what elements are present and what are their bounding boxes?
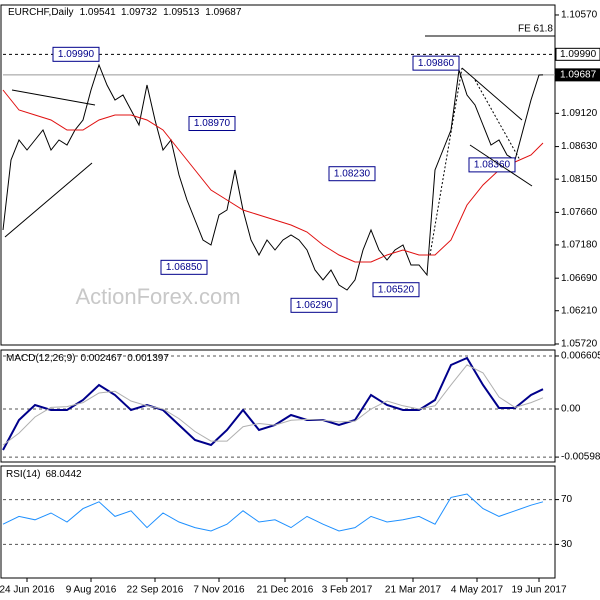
y-tick-label: 0.00 bbox=[561, 404, 581, 415]
x-tick-label: 22 Sep 2016 bbox=[127, 585, 184, 596]
ohlc-value: 1.09541 bbox=[80, 7, 117, 18]
y-tick-label: 30 bbox=[561, 539, 573, 550]
trendline bbox=[4, 162, 93, 238]
trendline bbox=[469, 144, 533, 187]
annotation-box bbox=[372, 282, 420, 298]
series-line bbox=[2, 63, 544, 291]
annotation-box bbox=[188, 116, 236, 132]
x-tick-label: 4 May 2017 bbox=[451, 585, 504, 596]
series-line bbox=[2, 493, 544, 532]
panel-title: EURCHF,Daily 1.09541 1.09732 1.09513 1.09687 bbox=[8, 7, 242, 18]
indicator-value: 0.002467 bbox=[80, 353, 122, 364]
y-tick-label: 1.10570 bbox=[561, 10, 598, 21]
annotation-label: 1.09990 bbox=[58, 49, 95, 60]
panel-frame bbox=[0, 349, 556, 463]
annotation-box bbox=[328, 166, 376, 182]
ohlc-value: 1.09513 bbox=[163, 7, 200, 18]
annotation-label: 1.06290 bbox=[296, 300, 333, 311]
price-level-box bbox=[555, 47, 600, 61]
annotation-box bbox=[468, 157, 516, 173]
annotation-label: 1.08360 bbox=[474, 160, 511, 171]
y-tick-label: 70 bbox=[561, 494, 573, 505]
ohlc-value: 1.09732 bbox=[121, 7, 158, 18]
y-tick-label: 1.06210 bbox=[561, 305, 598, 316]
fe-label: FE 61.8 bbox=[518, 24, 553, 35]
y-tick-label: 0.006605 bbox=[561, 351, 600, 362]
x-tick-label: 21 Mar 2017 bbox=[385, 585, 442, 596]
panel-title: MACD(12,26,9) 0.002467 0.001397 bbox=[6, 353, 169, 364]
series-line bbox=[2, 89, 544, 263]
ohlc-value: 1.09687 bbox=[205, 7, 242, 18]
indicator-value: 68.0442 bbox=[45, 469, 82, 480]
indicator-value: 0.001397 bbox=[127, 353, 169, 364]
trendline bbox=[461, 67, 523, 121]
y-tick-label: 1.09120 bbox=[561, 108, 598, 119]
y-tick-label: 1.07180 bbox=[561, 240, 598, 251]
x-tick-label: 21 Dec 2016 bbox=[257, 585, 314, 596]
x-tick-label: 19 Jun 2017 bbox=[511, 585, 566, 596]
symbol: EURCHF,Daily bbox=[8, 7, 74, 18]
y-tick-label: 1.05720 bbox=[561, 339, 598, 350]
watermark: ActionForex.com bbox=[75, 284, 240, 309]
price-level-box bbox=[555, 68, 600, 82]
x-tick-label: 3 Feb 2017 bbox=[322, 585, 373, 596]
trendlines bbox=[4, 67, 533, 256]
panel-frame bbox=[0, 4, 556, 346]
y-tick-label: 1.08150 bbox=[561, 174, 598, 185]
annotation-box bbox=[160, 259, 208, 275]
y-tick-label: -0.005988 bbox=[561, 452, 600, 463]
x-tick-label: 7 Nov 2016 bbox=[193, 585, 245, 596]
trendline bbox=[11, 89, 96, 106]
y-tick-label: 1.08630 bbox=[561, 141, 598, 152]
annotation-label: 1.09860 bbox=[418, 58, 455, 69]
panel-frame bbox=[0, 465, 556, 579]
indicator-name: MACD(12,26,9) bbox=[6, 353, 75, 364]
indicator-name: RSI(14) bbox=[6, 469, 40, 480]
annotation-label: 1.08970 bbox=[194, 118, 231, 129]
series-line bbox=[2, 364, 544, 446]
annotation-box bbox=[290, 297, 338, 313]
annotation-label: 1.08230 bbox=[334, 168, 371, 179]
price-level-label: 1.09990 bbox=[560, 49, 597, 60]
price-level-label: 1.09687 bbox=[560, 70, 597, 81]
annotation-label: 1.06850 bbox=[166, 262, 203, 273]
x-tick-label: 24 Jun 2016 bbox=[0, 585, 55, 596]
x-tick-label: 9 Aug 2016 bbox=[66, 585, 117, 596]
annotation-box bbox=[52, 46, 100, 62]
y-tick-label: 1.06690 bbox=[561, 273, 598, 284]
trendline bbox=[474, 79, 521, 161]
panel-title: RSI(14) 68.0442 bbox=[6, 469, 82, 480]
annotation-box bbox=[412, 55, 460, 71]
annotation-label: 1.06520 bbox=[378, 284, 415, 295]
y-tick-label: 1.07660 bbox=[561, 207, 598, 218]
